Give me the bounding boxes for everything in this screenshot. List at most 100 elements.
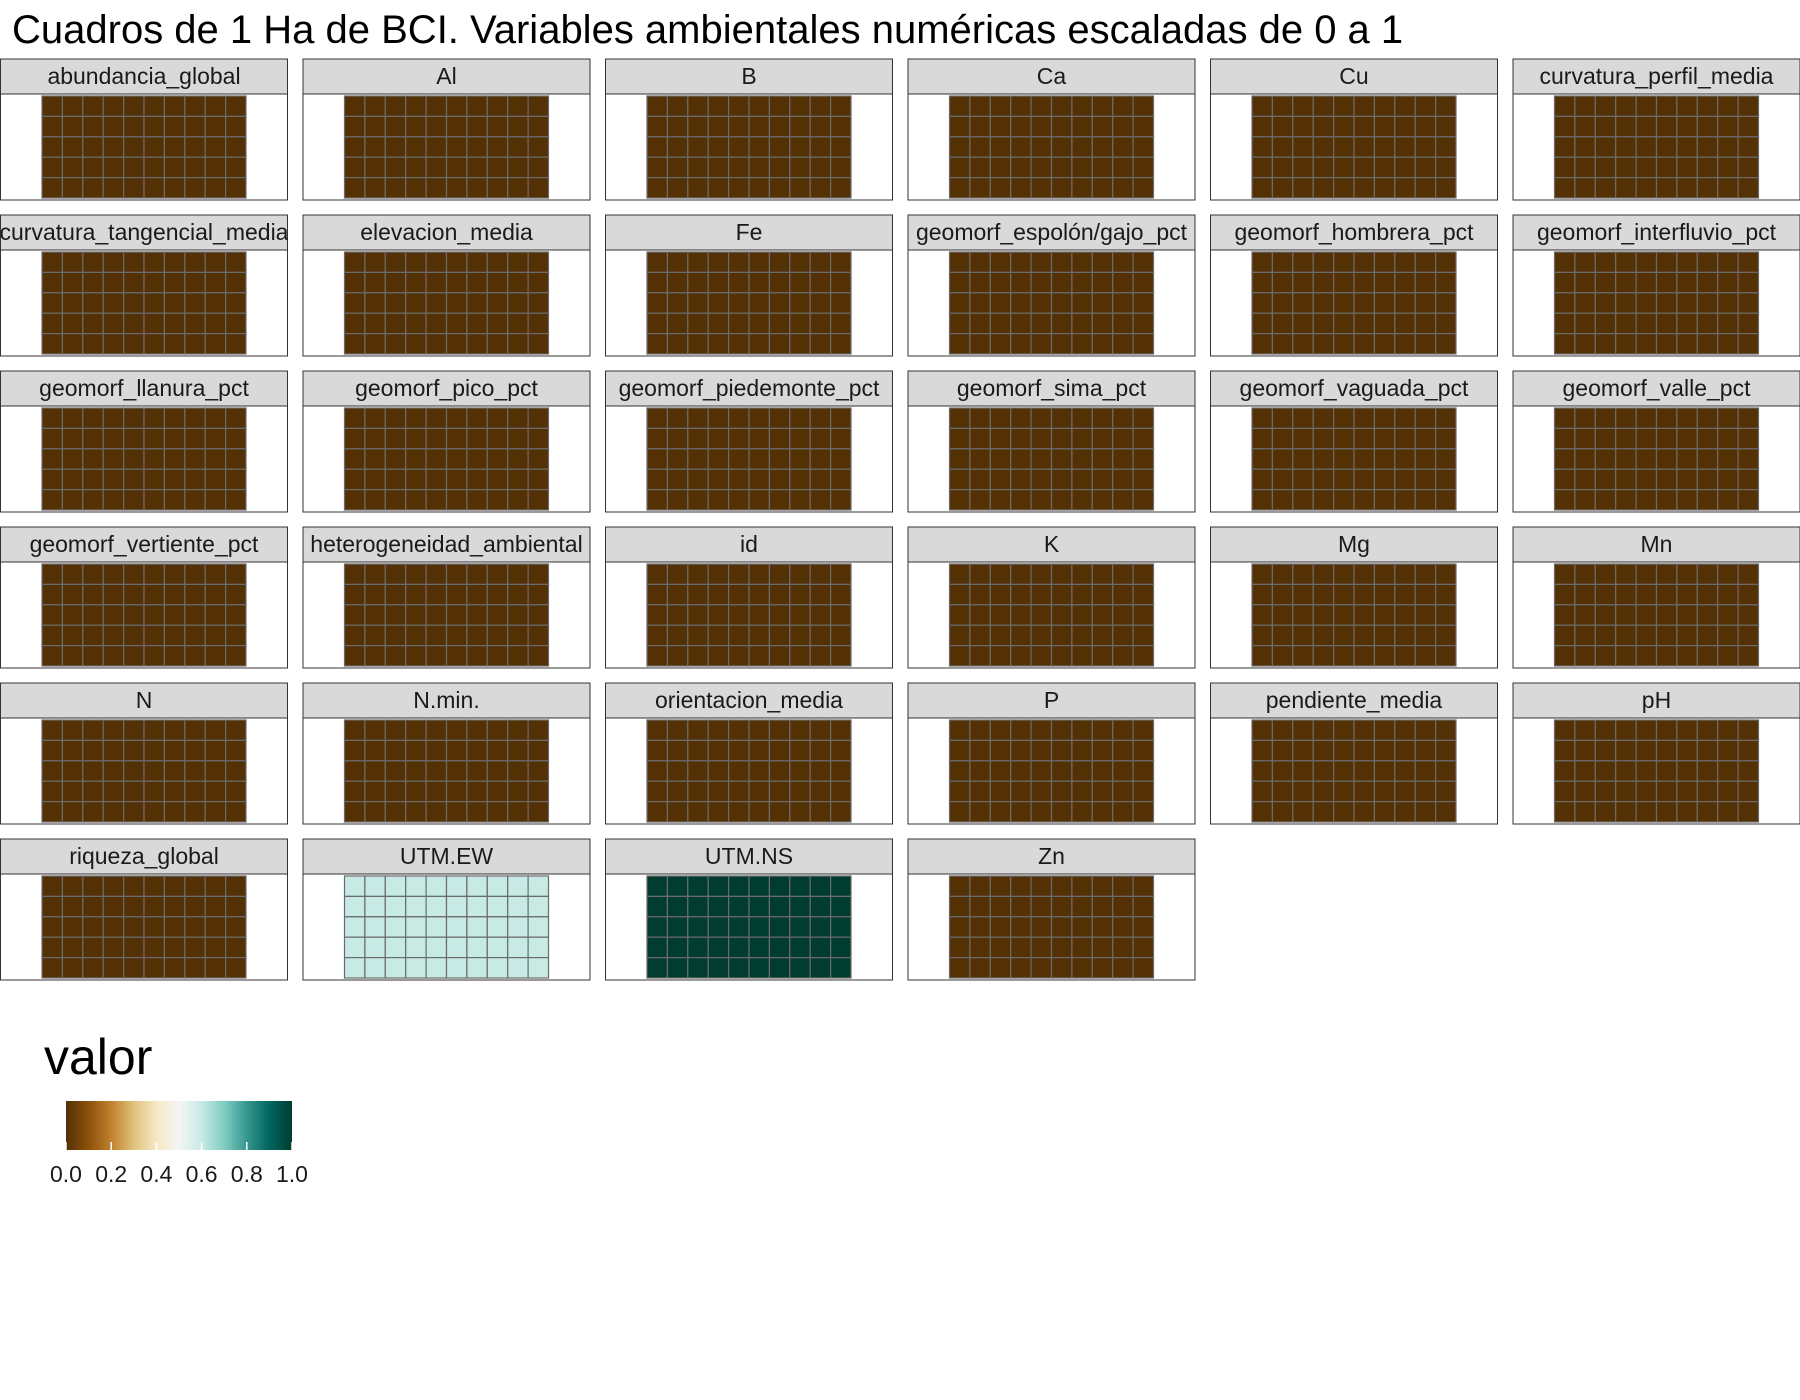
heatmap-cell xyxy=(727,583,750,606)
heatmap-cell xyxy=(1717,136,1739,158)
heatmap-cell xyxy=(687,563,709,585)
heatmap-cell xyxy=(1292,760,1314,782)
heatmap-cell xyxy=(969,115,991,138)
heatmap-cell xyxy=(768,271,791,294)
heatmap-cell xyxy=(204,644,227,667)
heatmap-cell xyxy=(666,875,689,897)
heatmap-cell xyxy=(1553,115,1576,138)
heatmap-cell xyxy=(1434,271,1457,294)
heatmap-cell xyxy=(646,644,668,667)
heatmap-cell xyxy=(163,312,186,335)
heatmap-cell xyxy=(486,644,509,667)
heatmap-cell xyxy=(1353,644,1375,667)
heatmap-cell xyxy=(1112,780,1134,803)
heatmap-cell xyxy=(687,427,709,450)
heatmap-cell xyxy=(1394,407,1416,429)
heatmap-cell xyxy=(41,271,63,294)
heatmap-cell xyxy=(1434,719,1457,741)
heatmap-cell xyxy=(809,780,832,803)
heatmap-cell xyxy=(1050,563,1073,585)
heatmap-cell xyxy=(1696,177,1719,199)
heatmap-cell xyxy=(789,739,811,762)
heatmap-cell xyxy=(1271,427,1294,450)
heatmap-cell xyxy=(163,563,186,585)
heatmap-cell xyxy=(122,95,145,117)
heatmap-cell xyxy=(687,583,709,606)
heatmap-cell xyxy=(41,956,63,979)
heatmap-cell xyxy=(184,156,206,179)
heatmap-cell xyxy=(829,136,852,158)
heatmap-cell xyxy=(646,760,668,782)
heatmap-cell xyxy=(1132,719,1155,741)
heatmap-cell xyxy=(1737,156,1760,179)
heatmap-cell xyxy=(948,719,971,741)
heatmap-cell xyxy=(364,583,386,606)
heatmap-cell xyxy=(445,115,468,138)
heatmap-cell xyxy=(1655,563,1678,585)
heatmap-cell xyxy=(809,407,832,429)
heatmap-cell xyxy=(1655,719,1678,741)
heatmap-cell xyxy=(1434,407,1457,429)
heatmap-cell xyxy=(948,780,971,803)
heatmap-cell xyxy=(384,468,407,491)
heatmap-cell xyxy=(1271,333,1294,355)
heatmap-cell xyxy=(445,427,468,450)
heatmap-cell xyxy=(82,936,104,959)
heatmap-cell xyxy=(184,916,206,938)
heatmap-cell xyxy=(507,956,529,979)
heatmap-cell xyxy=(1635,115,1658,138)
heatmap-cell xyxy=(1112,156,1134,179)
heatmap-cell xyxy=(1655,251,1678,273)
heatmap-cell xyxy=(1251,800,1273,823)
heatmap-cell xyxy=(748,136,770,158)
heatmap-cell xyxy=(41,333,63,355)
heatmap-cell xyxy=(1112,719,1134,741)
heatmap-cell xyxy=(1615,780,1637,803)
heatmap-cell xyxy=(1332,407,1355,429)
heatmap-cell xyxy=(1292,780,1314,803)
heatmap-cell xyxy=(666,292,689,314)
heatmap-cell xyxy=(143,563,165,585)
facet-strip-label: heterogeneidad_ambiental xyxy=(310,531,582,557)
heatmap-cell xyxy=(1030,468,1053,491)
heatmap-cell xyxy=(1030,644,1053,667)
heatmap-cell xyxy=(666,583,689,606)
heatmap-cell xyxy=(1635,583,1658,606)
facet-strip-label: B xyxy=(741,63,756,89)
heatmap-cell xyxy=(1251,563,1273,585)
heatmap-cell xyxy=(1696,489,1719,511)
heatmap-cell xyxy=(184,719,206,741)
heatmap-cell xyxy=(666,271,689,294)
heatmap-cell xyxy=(1071,448,1093,470)
heatmap-cell xyxy=(1251,271,1273,294)
heatmap-cell xyxy=(343,875,366,897)
heatmap-cell xyxy=(768,95,791,117)
heatmap-cell xyxy=(789,312,811,335)
heatmap-cell xyxy=(204,624,227,647)
heatmap-cell xyxy=(727,780,750,803)
heatmap-cell xyxy=(1414,489,1437,511)
heatmap-cell xyxy=(1553,271,1576,294)
heatmap-cell xyxy=(204,563,227,585)
heatmap-cell xyxy=(143,333,165,355)
heatmap-cell xyxy=(82,271,104,294)
legend-tick-label: 1.0 xyxy=(276,1161,308,1187)
heatmap-cell xyxy=(1112,115,1134,138)
heatmap-cell xyxy=(1676,156,1698,179)
heatmap-cell xyxy=(163,333,186,355)
heatmap-cell xyxy=(989,563,1012,585)
heatmap-cell xyxy=(466,136,488,158)
heatmap-cell xyxy=(969,936,991,959)
heatmap-cell xyxy=(1676,271,1698,294)
heatmap-cell xyxy=(143,624,165,647)
heatmap-cell xyxy=(748,333,770,355)
heatmap-cell xyxy=(1737,427,1760,450)
heatmap-cell xyxy=(343,333,366,355)
heatmap-cell xyxy=(1030,624,1053,647)
heatmap-cell xyxy=(789,407,811,429)
heatmap-cell xyxy=(1696,156,1719,179)
heatmap-cell xyxy=(989,407,1012,429)
heatmap-cell xyxy=(486,916,509,938)
heatmap-cell xyxy=(204,760,227,782)
heatmap-cell xyxy=(527,583,550,606)
